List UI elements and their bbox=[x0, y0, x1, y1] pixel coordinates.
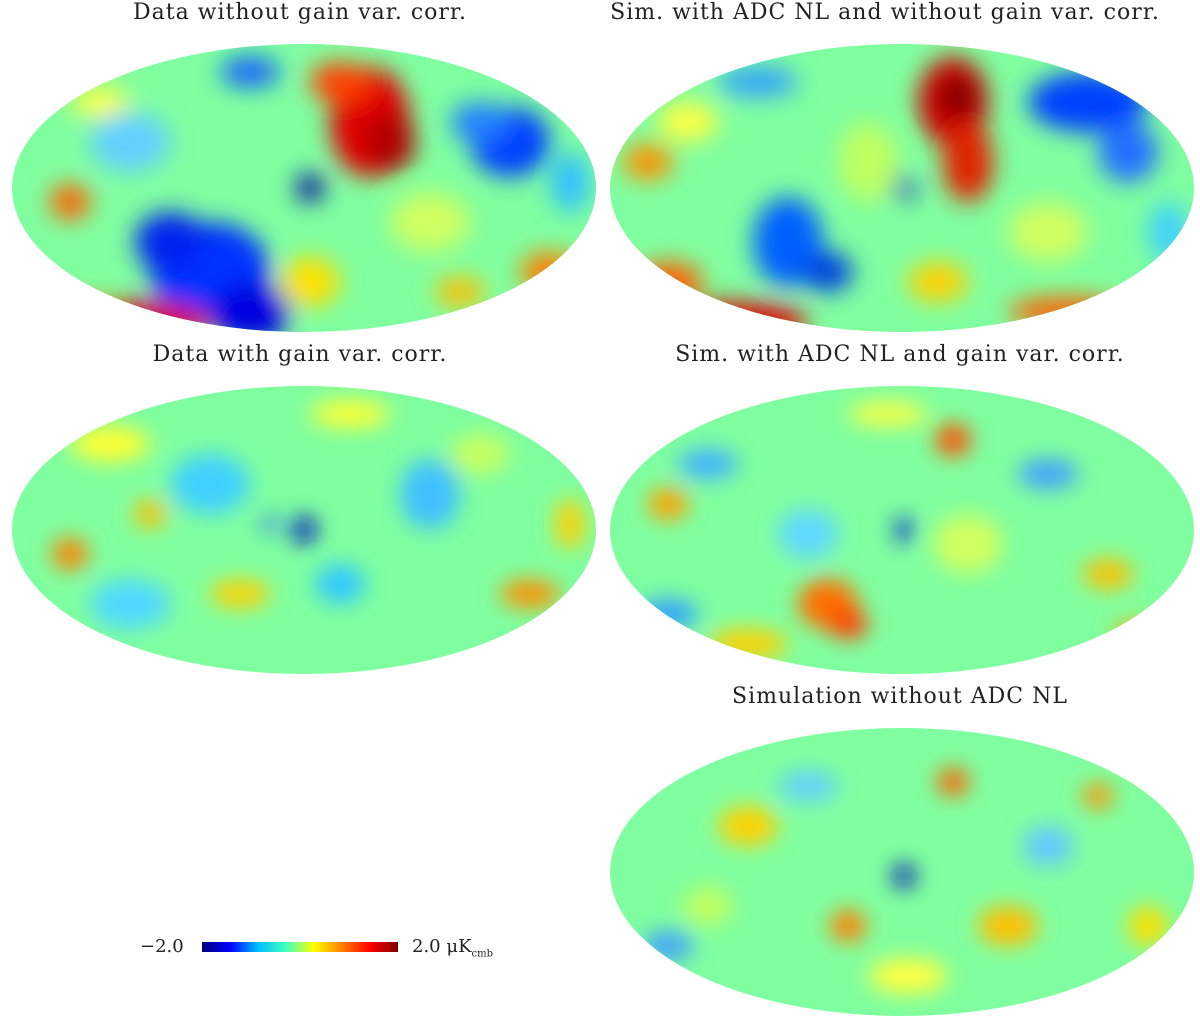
color-scale-bar bbox=[202, 942, 398, 952]
panel-title-data-corr: Data with gain var. corr. bbox=[152, 342, 448, 367]
panel-title-sim-adc-no-corr: Sim. with ADC NL and without gain var. c… bbox=[610, 0, 1160, 25]
color-scale-max-value: 2.0 bbox=[412, 936, 441, 957]
sky-map-sim-adc-corr bbox=[608, 384, 1196, 676]
color-scale-unit: μKcmb bbox=[446, 936, 494, 960]
sky-map-sim-no-adc bbox=[608, 726, 1196, 1018]
panel-title-sim-adc-corr: Sim. with ADC NL and gain var. corr. bbox=[675, 342, 1125, 367]
sky-map-sim-adc-no-corr bbox=[608, 42, 1196, 334]
color-scale-min-label: −2.0 bbox=[140, 936, 184, 957]
color-scale-max-label: 2.0 μKcmb bbox=[412, 936, 493, 960]
sky-map-data-corr bbox=[10, 384, 598, 676]
panel-title-data-no-corr: Data without gain var. corr. bbox=[132, 0, 468, 25]
panel-title-sim-no-adc: Simulation without ADC NL bbox=[732, 684, 1068, 709]
sky-map-data-no-corr bbox=[10, 42, 598, 334]
